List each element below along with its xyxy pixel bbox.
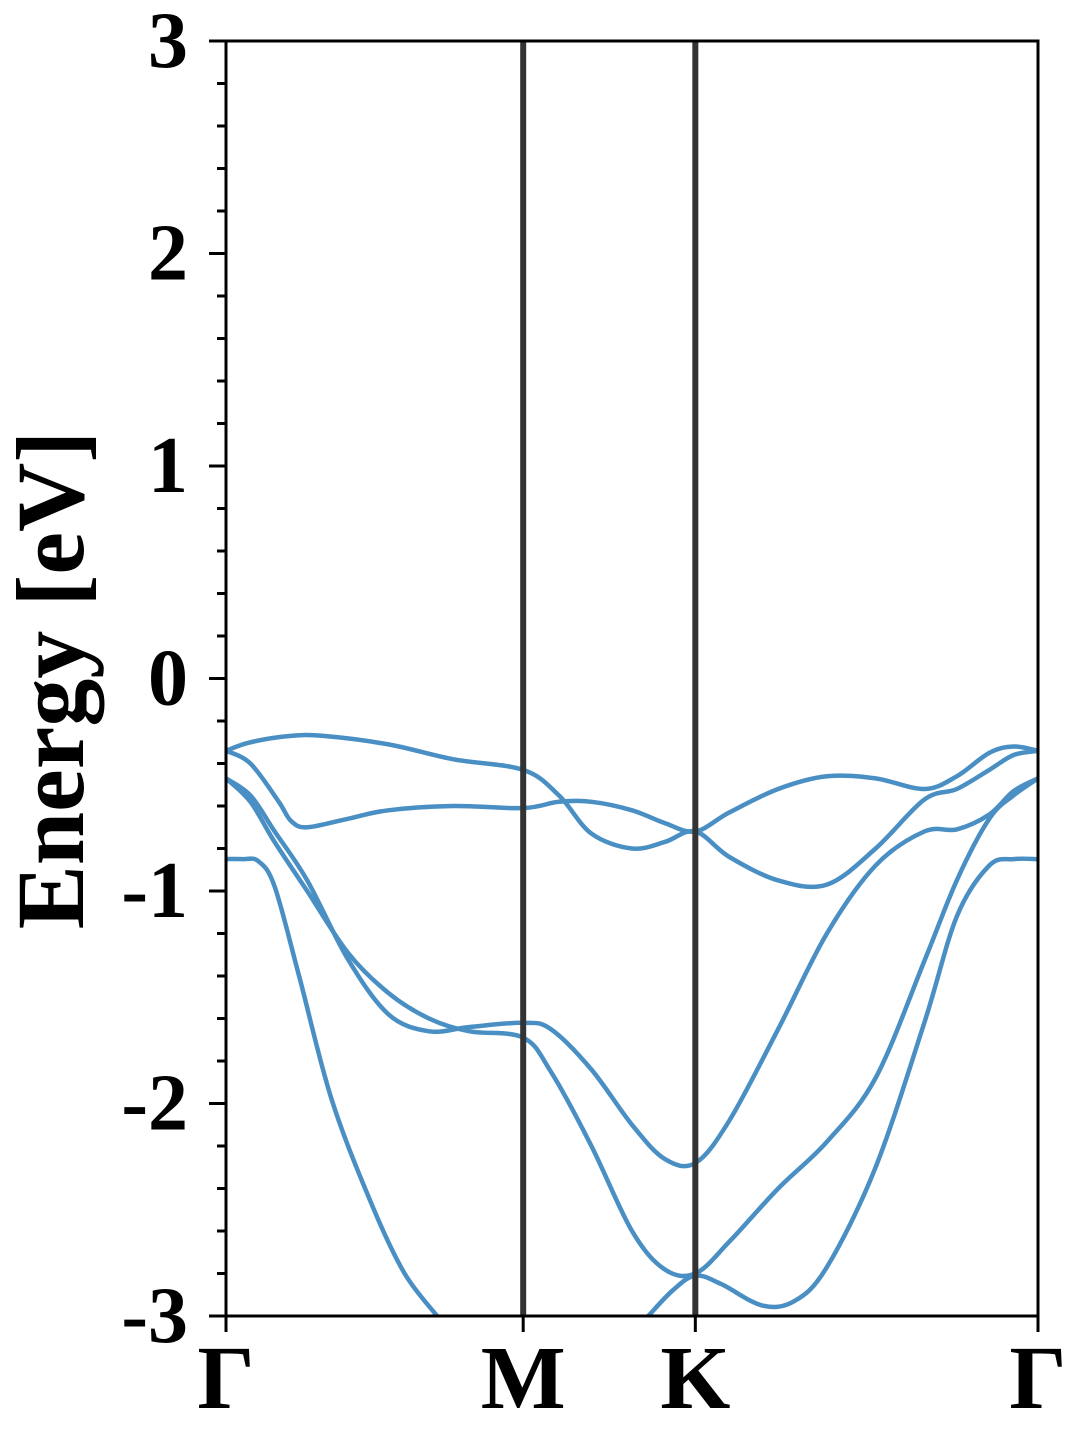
y-tick-label: -1 bbox=[121, 847, 188, 935]
band-line-5 bbox=[226, 856, 439, 1316]
y-tick-label: 2 bbox=[148, 210, 188, 298]
band-line-3 bbox=[226, 776, 1038, 1169]
band-line-6 bbox=[646, 856, 1038, 1316]
x-tick-label: Γ bbox=[197, 1329, 254, 1428]
band-line-4 bbox=[226, 776, 1038, 1279]
x-tick-label: K bbox=[660, 1329, 730, 1428]
y-axis-label: Energy [eV] bbox=[0, 431, 104, 930]
k-point-dividers bbox=[520, 41, 699, 1316]
y-tick-label: 0 bbox=[148, 635, 188, 723]
x-tick-label: Γ bbox=[1009, 1329, 1066, 1428]
band-line-1 bbox=[226, 732, 1038, 890]
band-lines bbox=[226, 732, 1038, 1316]
y-axis-ticks: -3 -2 -1 0 1 2 3 bbox=[121, 0, 226, 1360]
y-tick-label: 1 bbox=[148, 422, 188, 510]
y-tick-label: -2 bbox=[121, 1060, 188, 1148]
x-tick-label: M bbox=[481, 1329, 566, 1428]
y-tick-label: 3 bbox=[148, 0, 188, 85]
band-line-2 bbox=[226, 744, 1038, 835]
y-tick-label: -3 bbox=[121, 1272, 188, 1360]
